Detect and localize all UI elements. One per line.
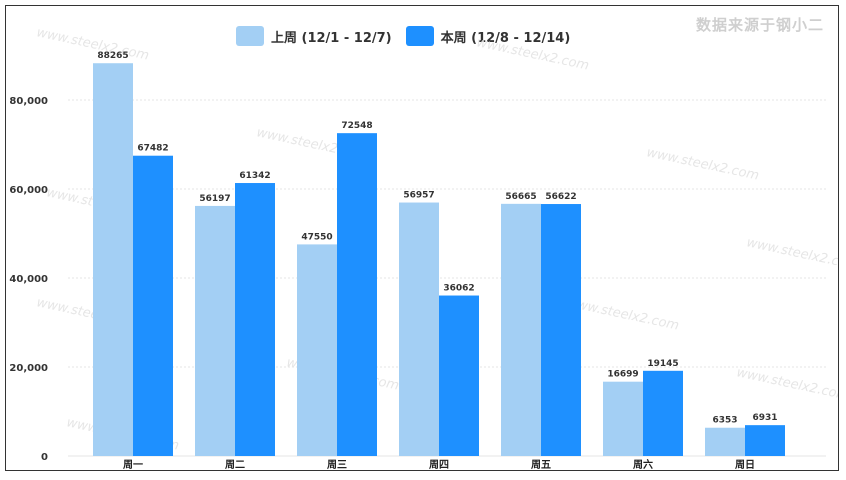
bar-chart: www.steelx2.com www.steelx2.com www.steelx…	[9, 25, 838, 470]
legend: 上周 (12/1 - 12/7) 本周 (12/8 - 12/14)	[236, 26, 584, 46]
watermark-text: www.steelx2.com	[745, 235, 838, 273]
chart-frame: 数据来源于钢小二 上周 (12/1 - 12/7) 本周 (12/8 - 12/…	[5, 5, 839, 471]
watermark-text: www.steelx2.com	[35, 25, 150, 63]
bar-last-week	[297, 244, 337, 456]
data-label: 6931	[752, 413, 777, 423]
x-tick-label: 周六	[633, 458, 653, 470]
bar-last-week	[501, 203, 541, 456]
x-tick-label: 周二	[225, 459, 245, 470]
data-label: 16699	[607, 370, 638, 380]
x-tick-label: 周一	[123, 459, 143, 470]
bar-last-week	[399, 202, 439, 456]
legend-swatch-last-week	[236, 26, 264, 46]
data-label: 47550	[301, 232, 332, 242]
data-label: 19145	[647, 359, 678, 369]
bar-last-week	[705, 427, 745, 456]
y-tick-label: 60,000	[9, 185, 48, 196]
watermark-text: www.steelx2.com	[475, 35, 590, 73]
data-label: 72548	[341, 121, 372, 131]
y-tick-label: 40,000	[9, 274, 48, 285]
bar-this-week	[235, 183, 275, 456]
x-tick-label: 周五	[531, 459, 551, 470]
y-tick-label: 0	[41, 452, 48, 463]
data-label: 67482	[137, 144, 168, 154]
bar-last-week	[603, 381, 643, 456]
x-tick-label: 周三	[327, 459, 347, 470]
data-label: 61342	[239, 171, 270, 181]
legend-item-last-week[interactable]: 上周 (12/1 - 12/7)	[236, 26, 392, 46]
x-tick-label: 周四	[429, 459, 449, 470]
bar-this-week	[337, 133, 377, 456]
y-tick-label: 20,000	[9, 363, 48, 374]
data-label: 56622	[545, 192, 576, 202]
data-label: 36062	[443, 284, 474, 294]
bar-this-week	[133, 155, 173, 457]
data-label: 56197	[199, 194, 230, 204]
x-tick-label: 周日	[735, 459, 755, 470]
bar-last-week	[93, 63, 133, 456]
legend-swatch-this-week	[405, 26, 434, 46]
bar-this-week	[643, 370, 683, 456]
watermark-text: www.steelx2.com	[735, 365, 838, 403]
watermark-text: www.steelx2.com	[565, 295, 680, 333]
bar-this-week	[745, 425, 785, 456]
data-label: 6353	[712, 416, 737, 426]
watermark-text: www.steelx2.com	[645, 145, 760, 183]
legend-item-this-week[interactable]: 本周 (12/8 - 12/14)	[405, 26, 571, 46]
bar-last-week	[195, 205, 235, 456]
source-note: 数据来源于钢小二	[695, 16, 824, 34]
data-label: 56957	[403, 191, 434, 201]
legend-label-this-week: 本周 (12/8 - 12/14)	[440, 30, 571, 46]
bar-this-week	[541, 204, 581, 456]
data-label: 56665	[505, 192, 536, 202]
y-tick-label: 80,000	[9, 96, 48, 107]
legend-label-last-week: 上周 (12/1 - 12/7)	[271, 30, 392, 46]
data-label: 88265	[97, 51, 128, 61]
bar-this-week	[439, 295, 479, 456]
